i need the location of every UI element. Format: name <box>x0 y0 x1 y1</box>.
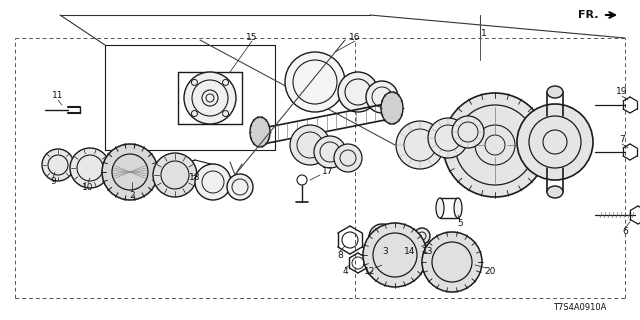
Circle shape <box>102 144 158 200</box>
Text: 17: 17 <box>323 167 333 177</box>
Text: 14: 14 <box>404 247 416 257</box>
Circle shape <box>184 72 236 124</box>
Text: 20: 20 <box>484 268 496 276</box>
Text: 9: 9 <box>50 178 56 187</box>
Circle shape <box>285 52 345 112</box>
Text: 19: 19 <box>616 87 628 97</box>
Text: 15: 15 <box>246 33 258 42</box>
Circle shape <box>195 164 231 200</box>
Circle shape <box>153 153 197 197</box>
Circle shape <box>394 226 416 248</box>
Text: 10: 10 <box>83 183 93 193</box>
Text: T7S4A0910A: T7S4A0910A <box>554 303 607 313</box>
Text: FR.: FR. <box>578 10 598 20</box>
Circle shape <box>363 223 427 287</box>
Circle shape <box>366 81 398 113</box>
Circle shape <box>422 232 482 292</box>
Text: 7: 7 <box>619 135 625 145</box>
Text: 16: 16 <box>349 33 361 42</box>
Ellipse shape <box>381 92 403 124</box>
Text: 3: 3 <box>382 247 388 257</box>
Circle shape <box>314 136 346 168</box>
Ellipse shape <box>436 198 444 218</box>
Circle shape <box>70 148 110 188</box>
Circle shape <box>290 125 330 165</box>
Text: 8: 8 <box>337 251 343 260</box>
Text: 2: 2 <box>129 191 135 201</box>
Ellipse shape <box>547 86 563 98</box>
Circle shape <box>42 149 74 181</box>
Text: 5: 5 <box>457 219 463 228</box>
Text: 18: 18 <box>189 172 201 181</box>
Text: 12: 12 <box>364 268 376 276</box>
Ellipse shape <box>250 117 270 147</box>
Text: 6: 6 <box>622 228 628 236</box>
Circle shape <box>452 116 484 148</box>
Text: 4: 4 <box>342 268 348 276</box>
Circle shape <box>396 121 444 169</box>
Ellipse shape <box>454 198 462 218</box>
Circle shape <box>227 174 253 200</box>
Circle shape <box>517 104 593 180</box>
Circle shape <box>428 118 468 158</box>
Text: 1: 1 <box>481 28 487 37</box>
Circle shape <box>338 72 378 112</box>
Circle shape <box>369 224 395 250</box>
Circle shape <box>414 228 430 244</box>
Circle shape <box>334 144 362 172</box>
Ellipse shape <box>547 186 563 198</box>
Text: 13: 13 <box>422 247 434 257</box>
Circle shape <box>443 93 547 197</box>
Text: 11: 11 <box>52 91 64 100</box>
